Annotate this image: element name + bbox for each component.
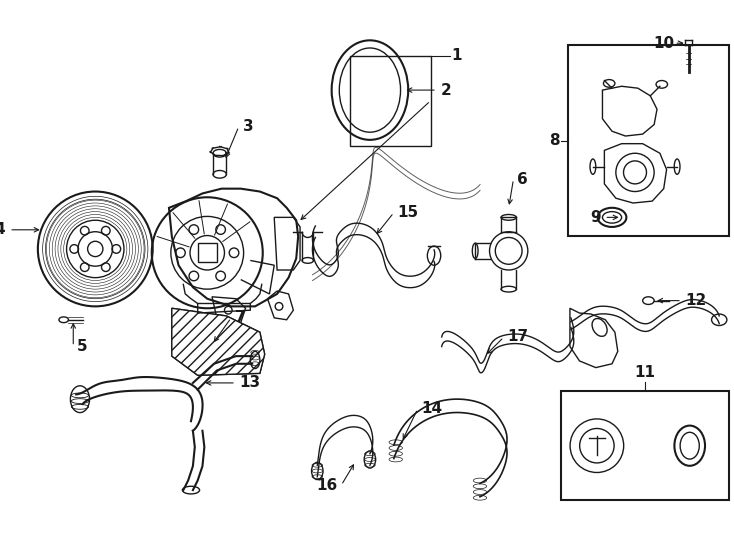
Text: 12: 12 (686, 293, 707, 308)
Bar (350, 56, 431, 146)
Bar (561, 392, 729, 500)
Text: 6: 6 (517, 172, 528, 187)
Text: 2: 2 (440, 83, 451, 98)
Text: 14: 14 (421, 401, 443, 416)
Text: 8: 8 (549, 133, 560, 148)
Text: 1: 1 (451, 48, 462, 63)
Text: 15: 15 (398, 205, 419, 220)
Text: 7: 7 (235, 310, 246, 325)
Text: 17: 17 (508, 329, 529, 345)
Text: 5: 5 (77, 339, 88, 354)
Text: 11: 11 (634, 365, 655, 380)
Text: 16: 16 (316, 478, 338, 493)
Text: 9: 9 (590, 210, 600, 225)
Text: 4: 4 (0, 222, 5, 237)
Bar (567, 45, 729, 237)
Text: 10: 10 (653, 36, 675, 51)
Text: 3: 3 (243, 119, 253, 134)
Polygon shape (172, 308, 265, 375)
Text: 13: 13 (240, 375, 261, 390)
Bar (197, 243, 217, 262)
